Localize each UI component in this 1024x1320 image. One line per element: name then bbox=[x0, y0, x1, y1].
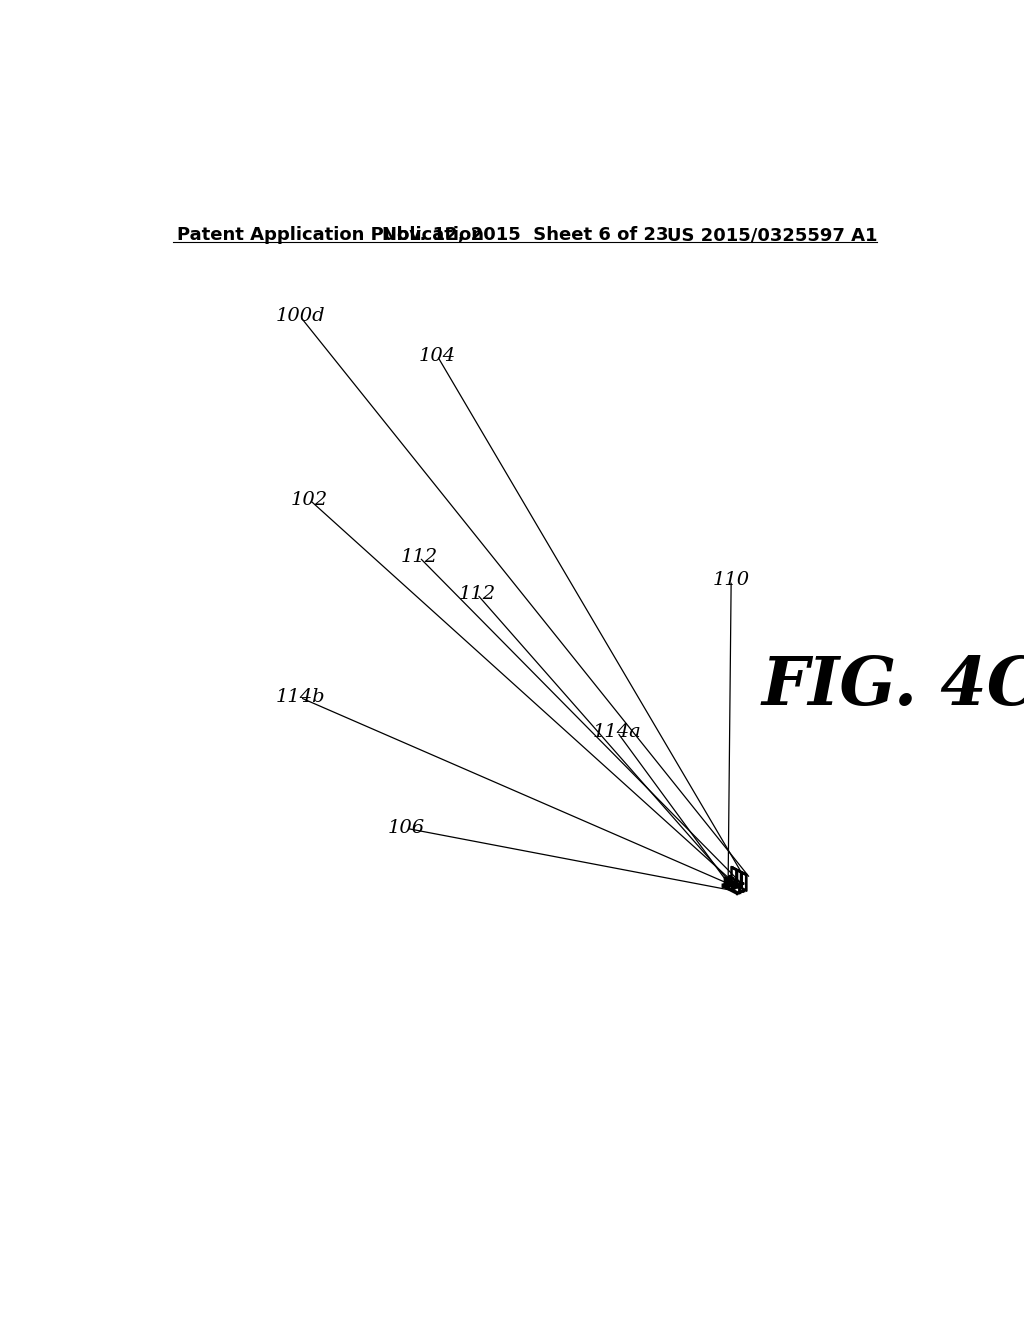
Polygon shape bbox=[735, 878, 737, 882]
Polygon shape bbox=[739, 886, 740, 894]
Polygon shape bbox=[730, 879, 733, 883]
Polygon shape bbox=[732, 883, 742, 887]
Text: 104: 104 bbox=[419, 347, 456, 364]
Polygon shape bbox=[727, 880, 737, 884]
Polygon shape bbox=[740, 880, 742, 884]
Text: 112: 112 bbox=[459, 585, 496, 603]
Polygon shape bbox=[735, 882, 739, 883]
Polygon shape bbox=[730, 880, 735, 883]
Polygon shape bbox=[730, 879, 734, 880]
Polygon shape bbox=[726, 878, 740, 892]
Text: Patent Application Publication: Patent Application Publication bbox=[177, 226, 483, 244]
Polygon shape bbox=[723, 882, 745, 892]
Polygon shape bbox=[727, 880, 736, 887]
Polygon shape bbox=[734, 886, 735, 888]
Polygon shape bbox=[737, 888, 745, 894]
Polygon shape bbox=[732, 883, 742, 887]
Polygon shape bbox=[727, 880, 736, 887]
Polygon shape bbox=[743, 883, 744, 891]
Polygon shape bbox=[732, 883, 734, 887]
Polygon shape bbox=[725, 878, 739, 894]
Polygon shape bbox=[732, 867, 745, 890]
Polygon shape bbox=[723, 882, 732, 887]
Polygon shape bbox=[729, 876, 730, 884]
Polygon shape bbox=[736, 882, 739, 886]
Text: 100d: 100d bbox=[275, 308, 325, 325]
Polygon shape bbox=[729, 883, 730, 886]
Polygon shape bbox=[735, 882, 738, 886]
Text: 110: 110 bbox=[713, 572, 750, 589]
Polygon shape bbox=[732, 867, 736, 870]
Polygon shape bbox=[728, 880, 737, 888]
Text: 112: 112 bbox=[400, 548, 438, 566]
Polygon shape bbox=[732, 883, 741, 890]
Polygon shape bbox=[723, 884, 737, 894]
Polygon shape bbox=[739, 882, 744, 884]
Text: 106: 106 bbox=[388, 820, 425, 837]
Polygon shape bbox=[729, 876, 744, 884]
Text: Nov. 12, 2015  Sheet 6 of 23: Nov. 12, 2015 Sheet 6 of 23 bbox=[382, 226, 668, 244]
Text: FIG. 4C: FIG. 4C bbox=[762, 655, 1024, 719]
Polygon shape bbox=[739, 880, 741, 883]
Polygon shape bbox=[737, 870, 741, 873]
Polygon shape bbox=[735, 883, 740, 886]
Polygon shape bbox=[742, 873, 746, 875]
Polygon shape bbox=[728, 880, 729, 884]
Polygon shape bbox=[732, 867, 746, 890]
Polygon shape bbox=[732, 867, 746, 875]
Polygon shape bbox=[732, 883, 741, 890]
Polygon shape bbox=[742, 873, 745, 890]
Polygon shape bbox=[725, 878, 726, 886]
Polygon shape bbox=[725, 878, 740, 886]
Polygon shape bbox=[725, 878, 730, 880]
Polygon shape bbox=[733, 882, 734, 884]
Polygon shape bbox=[738, 883, 739, 887]
Polygon shape bbox=[734, 879, 739, 882]
Polygon shape bbox=[731, 879, 734, 883]
Polygon shape bbox=[732, 867, 736, 886]
Text: 102: 102 bbox=[291, 491, 328, 508]
Text: US 2015/0325597 A1: US 2015/0325597 A1 bbox=[667, 226, 878, 244]
Polygon shape bbox=[729, 876, 743, 891]
Text: 114b: 114b bbox=[275, 689, 325, 706]
Polygon shape bbox=[733, 883, 742, 890]
Polygon shape bbox=[729, 882, 730, 884]
Polygon shape bbox=[733, 883, 735, 887]
Polygon shape bbox=[730, 876, 744, 891]
Polygon shape bbox=[727, 880, 737, 884]
Text: 114a: 114a bbox=[593, 723, 642, 741]
Polygon shape bbox=[734, 878, 736, 882]
Polygon shape bbox=[729, 876, 734, 879]
Polygon shape bbox=[737, 870, 740, 887]
